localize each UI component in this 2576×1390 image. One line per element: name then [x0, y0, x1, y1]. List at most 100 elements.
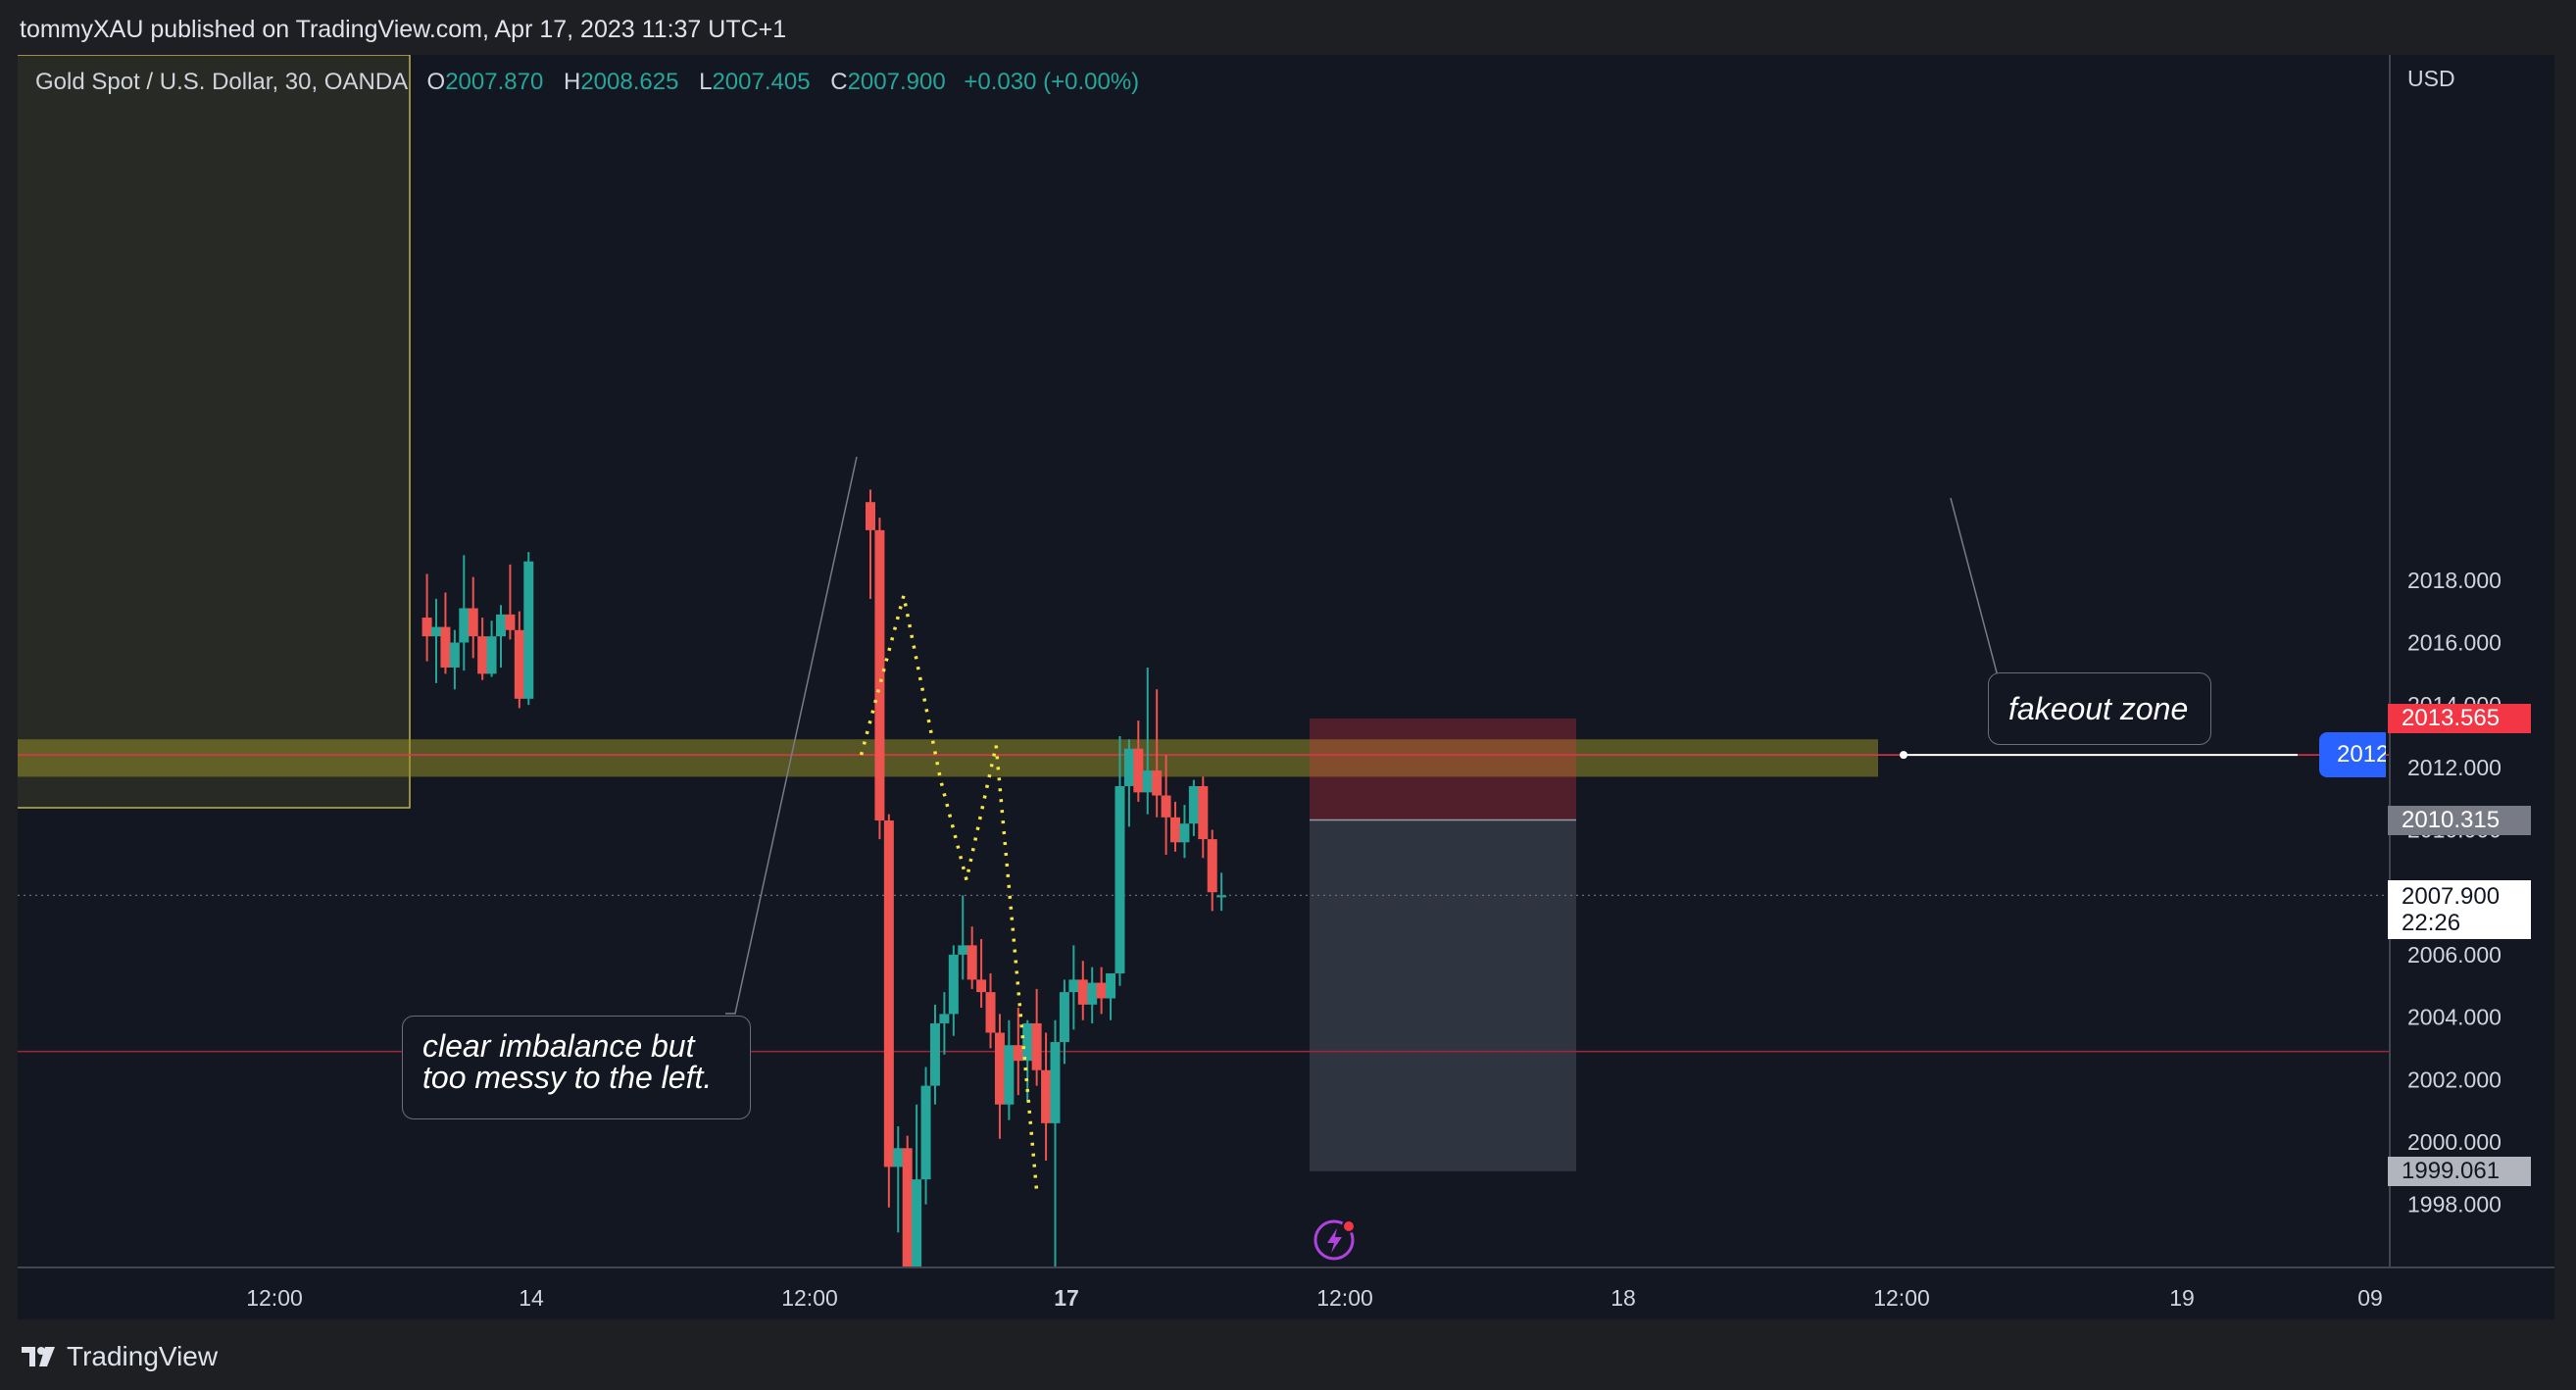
candle-body [994, 1032, 1005, 1105]
candle-body [966, 945, 977, 980]
candle-body [1179, 823, 1190, 843]
candle [449, 629, 460, 690]
candle-body [948, 954, 959, 1015]
candle-body [1170, 817, 1181, 843]
replay-lightning-icon[interactable] [1313, 1219, 1356, 1261]
candle [1207, 829, 1217, 912]
candle [1087, 967, 1098, 1023]
price-tick-label: 2002.000 [2407, 1067, 2502, 1092]
imbalance-note-line1: clear imbalance but [422, 1028, 695, 1064]
candle [976, 938, 987, 1009]
candle-body [496, 614, 506, 637]
candle-body [477, 636, 488, 674]
candle-body [883, 819, 894, 1167]
candle-body [1096, 982, 1107, 999]
brand-name: TradingView [67, 1341, 219, 1371]
candle-body [1068, 979, 1079, 993]
candle [1179, 805, 1190, 859]
fakeout-leader-line [1950, 497, 2007, 677]
published-by-text: tommyXAU published on TradingView.com, A… [20, 16, 787, 43]
entry-price-tag: 2010.315 [2388, 806, 2531, 835]
candle-body [1041, 1069, 1052, 1123]
bar-countdown: 22:26 [2402, 910, 2461, 936]
publish-header: tommyXAU published on TradingView.com, A… [0, 0, 2576, 55]
time-tick-label: 12:00 [246, 1285, 303, 1311]
candle-body [893, 1148, 904, 1167]
fakeout-note: fakeout zone [2008, 691, 2189, 726]
candle [1031, 988, 1042, 1086]
left-imbalance-box [18, 55, 411, 809]
candle-body [920, 1085, 931, 1180]
candle-body [976, 979, 987, 993]
candle-body [1031, 1022, 1042, 1070]
price-tick-label: 2016.000 [2407, 630, 2502, 656]
target-tag-value: 1999.061 [2402, 1158, 2501, 1184]
candle-body [1152, 770, 1163, 796]
price-tick-label: 2018.000 [2407, 568, 2502, 593]
imbalance-callout[interactable]: clear imbalance but too messy to the lef… [402, 1016, 751, 1119]
candle [1041, 1032, 1052, 1162]
candle-body [985, 992, 996, 1033]
price-tick-label: 2006.000 [2407, 942, 2502, 968]
alert-price-tag[interactable]: 2012 [2319, 732, 2386, 777]
candle [874, 518, 885, 840]
candle [496, 605, 506, 668]
time-axis-bg [18, 1268, 2554, 1319]
candle [477, 618, 488, 680]
tradingview-brand[interactable]: TradingView [20, 1341, 218, 1372]
time-axis-ticks: 12:00 14 12:00 17 12:00 18 12:00 19 09 [246, 1285, 2383, 1311]
ohlc-legend: Gold Spot / U.S. Dollar, 30, OANDA O2007… [35, 69, 1139, 96]
candle [1059, 979, 1069, 1065]
symbol-label[interactable]: Gold Spot / U.S. Dollar, 30, OANDA [35, 69, 407, 95]
fakeout-callout[interactable]: fakeout zone [1988, 672, 2211, 745]
candle [459, 555, 470, 671]
candle [421, 573, 432, 662]
candle [1170, 801, 1181, 852]
candle-body [929, 1022, 940, 1086]
time-tick-label: 17 [1054, 1285, 1079, 1311]
candle-body [1161, 795, 1171, 818]
time-tick-label: 12:00 [1873, 1285, 1930, 1311]
candle-body [431, 626, 442, 637]
time-tick-label: 18 [1610, 1285, 1636, 1311]
candle-body [958, 945, 968, 955]
candle-body [421, 618, 432, 637]
price-tick-label: 2004.000 [2407, 1005, 2502, 1030]
candle [1115, 736, 1125, 986]
candle-body [1142, 770, 1153, 793]
candle-body [1087, 982, 1098, 1005]
price-tick-label: 2012.000 [2407, 755, 2502, 780]
candle [1106, 973, 1116, 1020]
change-value: +0.030 (+0.00%) [964, 69, 1140, 95]
candle [1004, 1019, 1015, 1120]
candle-body [1013, 1045, 1023, 1062]
candle-body [874, 529, 885, 820]
candle [958, 895, 968, 980]
candle-body [1188, 785, 1199, 824]
candle [966, 926, 977, 989]
candle-body [523, 561, 534, 699]
candle-body [1198, 785, 1209, 840]
imbalance-leader-line [725, 456, 858, 1015]
time-tick-label: 12:00 [781, 1285, 838, 1311]
candle [1068, 945, 1079, 1030]
candle [902, 1135, 913, 1286]
candle [1077, 961, 1088, 1020]
candle [912, 1104, 922, 1289]
candle [1050, 1019, 1061, 1267]
supply-zone [18, 739, 1878, 777]
target-price-tag: 1999.061 [2388, 1157, 2531, 1186]
time-tick-label: 12:00 [1316, 1285, 1373, 1311]
candle-body [1133, 748, 1144, 793]
candle [994, 1014, 1005, 1139]
candle [1161, 755, 1171, 856]
candle [883, 814, 894, 1208]
candle [514, 611, 524, 709]
imbalance-note-line2: too messy to the left. [422, 1060, 713, 1095]
low-value: 2007.405 [712, 69, 811, 95]
candle-body [440, 626, 451, 668]
candle [1142, 667, 1153, 815]
footer-bar: TradingView [0, 1323, 2576, 1390]
current-price-value: 2007.900 [2402, 883, 2501, 910]
candlestick-chart[interactable]: USD 2018.0002016.0002014.0002012.0002010… [18, 55, 2554, 1319]
